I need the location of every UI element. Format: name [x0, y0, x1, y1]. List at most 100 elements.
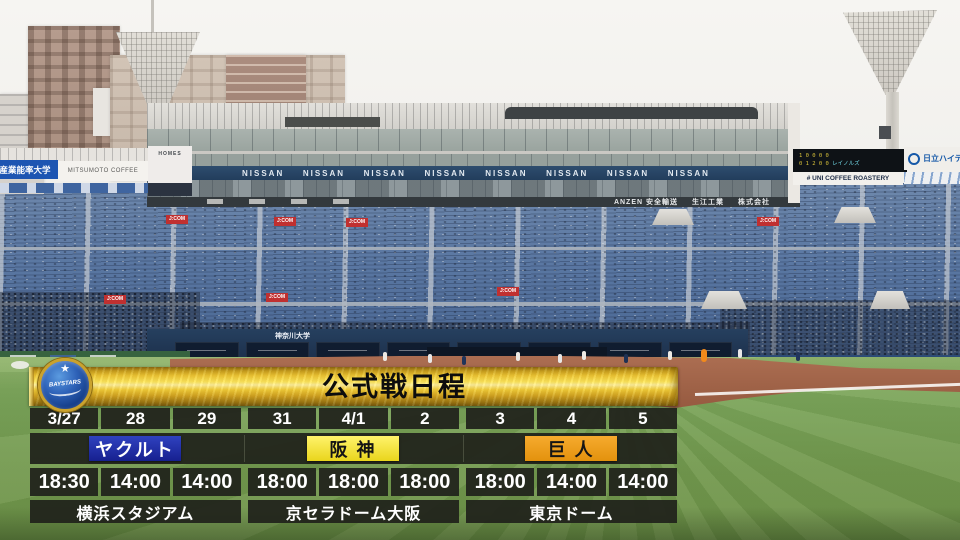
player-name: レイノルズ: [832, 161, 860, 167]
nissan-logo-text: NISSAN: [424, 168, 467, 178]
date-cell: 5: [608, 408, 677, 429]
star-icon: ★: [60, 363, 70, 375]
nissan-logo-text: NISSAN: [546, 168, 589, 178]
schedule-title: 公式戦日程: [322, 372, 467, 402]
nissan-ad-band: NISSAN NISSAN NISSAN NISSAN NISSAN NISSA…: [147, 166, 800, 180]
ledge: [147, 151, 800, 154]
coffee-ad-sign: MITSUMOTO COFFEE: [58, 161, 148, 181]
roof-structure: [285, 117, 380, 127]
stands-walkway: [0, 247, 960, 250]
player-figure: [428, 354, 432, 363]
group-separator: [244, 435, 245, 462]
roof-awning: [505, 107, 758, 119]
jcom-ad-sign: J:COM: [346, 218, 368, 227]
outfield-ad-band: ANZEN 安全輸送 生江工業 株式会社: [147, 197, 800, 207]
concourse-glass-level: [147, 180, 800, 197]
small-ad-sign: [904, 172, 960, 184]
kabushiki-ad-text: 株式会社: [738, 199, 770, 206]
nissan-logo-text: NISSAN: [363, 168, 406, 178]
mascot-figure: [701, 349, 707, 362]
time-cell: 18:00: [466, 468, 535, 496]
anzen-ad-text: ANZEN 安全輸送: [613, 199, 678, 206]
time-cell: 18:00: [248, 468, 317, 496]
auxiliary-scoreboard: 1 0 0 0 0 0 1 2 0 0 レイノルズ: [793, 149, 907, 172]
jcom-ad-sign: J:COM: [497, 287, 519, 296]
date-cell: 31: [248, 408, 317, 429]
nissan-logo-text: NISSAN: [606, 168, 650, 178]
crowd-section: [720, 300, 960, 358]
date-cell: 2: [390, 408, 459, 429]
date-group: 3 4 5: [466, 408, 677, 429]
hitachi-sign: 日立ハイテク: [904, 147, 960, 170]
player-figure: [668, 351, 672, 360]
on-deck-circle: [11, 361, 29, 369]
venue-group: 横浜スタジアム: [30, 500, 241, 523]
venue-cell: 東京ドーム: [466, 500, 677, 523]
date-cell: 3: [466, 408, 535, 429]
nissan-logo-text: NISSAN: [242, 168, 285, 178]
time-group: 18:30 14:00 14:00: [30, 468, 241, 496]
date-cell: 28: [101, 408, 170, 429]
homes-sign-text: HOMES: [158, 151, 182, 157]
time-cell: 18:00: [390, 468, 459, 496]
schedule-venues-row: 横浜スタジアム 京セラドーム大阪 東京ドーム: [30, 500, 677, 523]
jcom-ad-sign: J:COM: [274, 217, 296, 226]
time-cell: 18:00: [319, 468, 388, 496]
player-figure: [383, 352, 387, 361]
stairs-landing: [870, 291, 910, 309]
venue-cell: 京セラドーム大阪: [248, 500, 459, 523]
suite-glass-level: [147, 154, 800, 166]
scoreboard-line: 0 1 2 0 0 レイノルズ: [799, 161, 860, 167]
background-building: [93, 88, 113, 136]
venue-cell: 横浜スタジアム: [30, 500, 241, 523]
player-figure: [516, 352, 520, 361]
time-cell: 18:30: [30, 468, 99, 496]
time-cell: 14:00: [608, 468, 677, 496]
stairs-landing: [652, 209, 694, 225]
nissan-logo-text: NISSAN: [667, 168, 710, 178]
schedule-times-row: 18:30 14:00 14:00 18:00 18:00 18:00 18:0…: [30, 468, 677, 496]
stairs-landing: [701, 291, 747, 309]
date-cell: 4/1: [319, 408, 388, 429]
small-ads-strip: [0, 183, 150, 193]
grandstand-building: NISSAN NISSAN NISSAN NISSAN NISSAN NISSA…: [147, 103, 800, 207]
player-figure: [462, 356, 466, 365]
time-group: 18:00 18:00 18:00: [248, 468, 459, 496]
jcom-ad-sign: J:COM: [757, 217, 779, 226]
stands-walkway: [0, 302, 960, 306]
scoreboard-line: 1 0 0 0 0: [799, 153, 829, 159]
floodlight-mast: [151, 0, 154, 36]
group-separator: [463, 435, 464, 462]
jcom-ad-sign: J:COM: [266, 293, 288, 302]
player-figure: [796, 352, 800, 361]
player-figure: [624, 354, 628, 363]
nissan-logo-text: NISSAN: [485, 168, 528, 178]
date-cell: 29: [172, 408, 241, 429]
floodlight-tower-right: [843, 10, 937, 98]
railing: [0, 148, 148, 161]
time-cell: 14:00: [101, 468, 170, 496]
jcom-ad-sign: J:COM: [166, 215, 188, 224]
venue-group: 東京ドーム: [466, 500, 677, 523]
time-group: 18:00 14:00 14:00: [466, 468, 677, 496]
time-cell: 14:00: [172, 468, 241, 496]
player-figure: [738, 349, 742, 358]
team-badge-hanshin: 阪 神: [307, 436, 399, 461]
date-group: 3/27 28 29: [30, 408, 241, 429]
uni-coffee-sign: # UNI COFFEE ROASTERY: [793, 172, 903, 185]
suite-glass-level: [147, 129, 800, 151]
player-figure: [582, 351, 586, 360]
date-cell: 4: [537, 408, 606, 429]
player-figure: [558, 354, 562, 363]
nissan-logo-text: NISSAN: [302, 168, 346, 178]
speaker-box: [879, 126, 891, 139]
team-badge-giants: 巨 人: [525, 436, 617, 461]
hitachi-logo-mark: [908, 152, 920, 165]
small-ad-blocks: [207, 199, 349, 204]
date-group: 31 4/1 2: [248, 408, 459, 429]
homes-sign-building: HOMES: [148, 146, 192, 196]
schedule-dates-row: 3/27 28 29 31 4/1 2 3 4 5: [30, 408, 677, 429]
time-cell: 14:00: [537, 468, 606, 496]
venue-group: 京セラドーム大阪: [248, 500, 459, 523]
